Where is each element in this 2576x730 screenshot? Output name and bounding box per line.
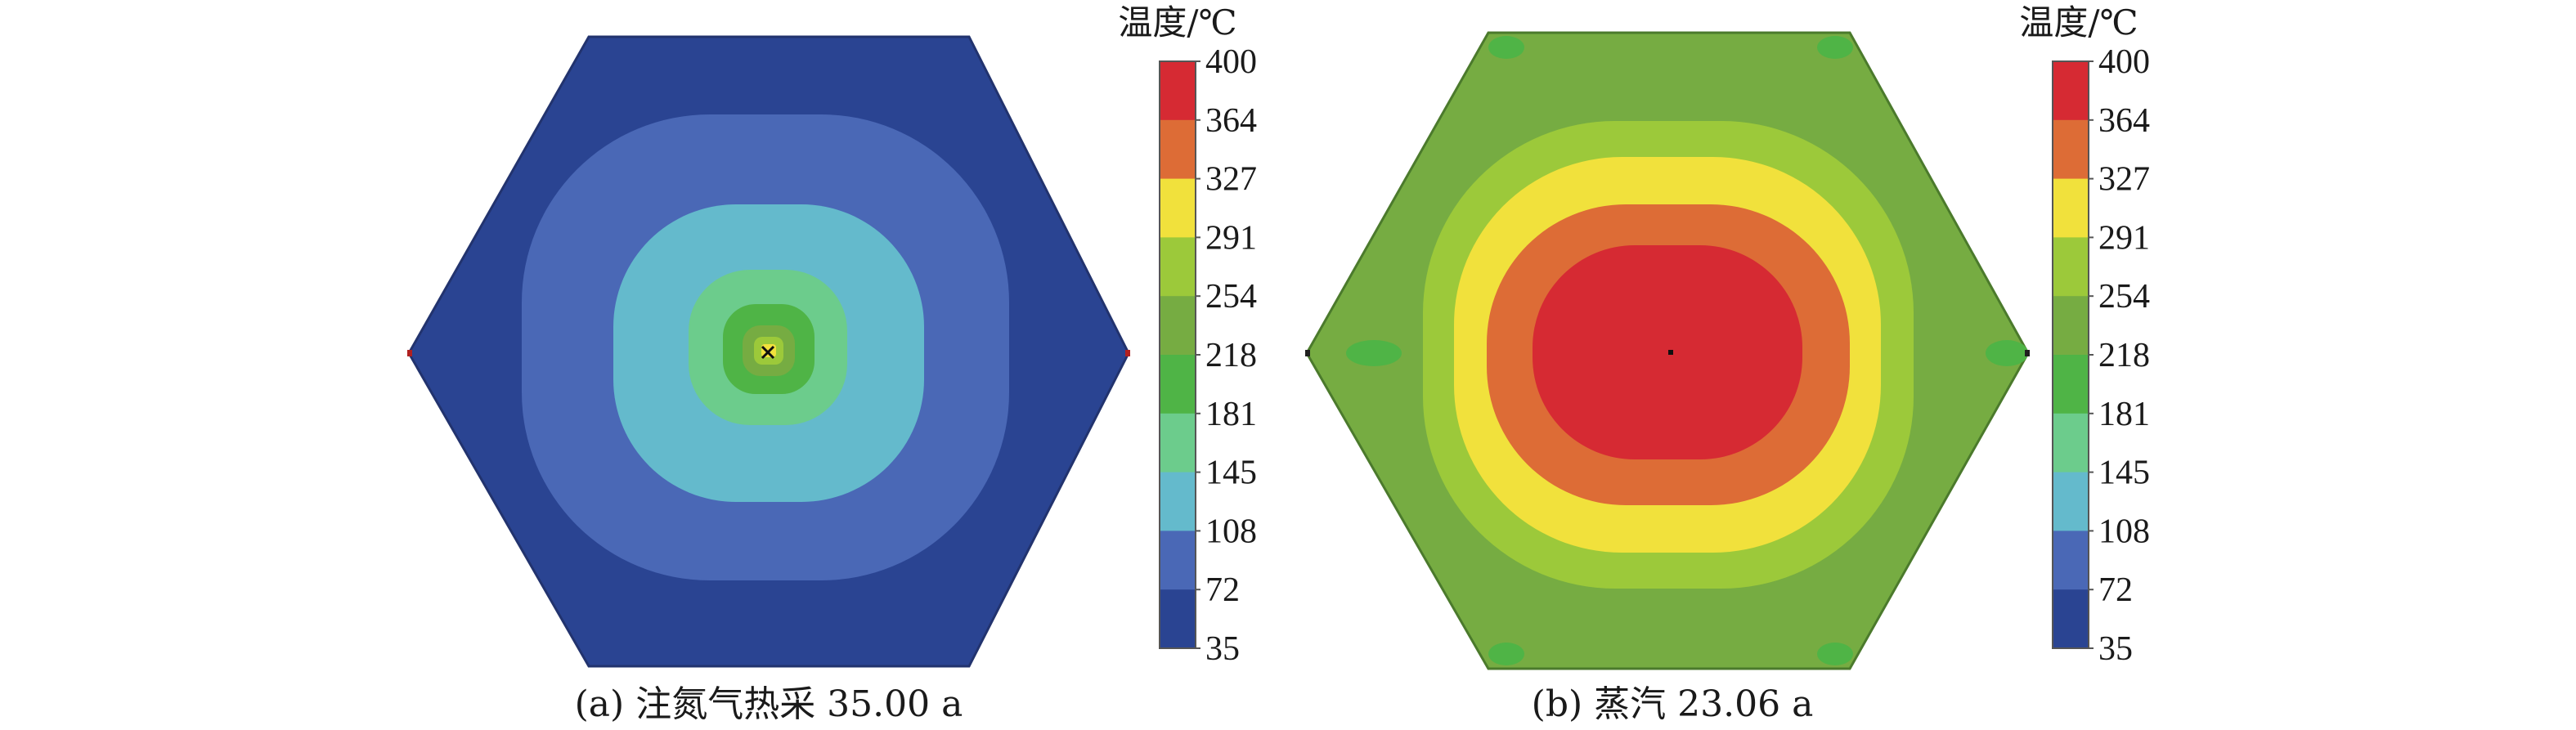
panel-b: (b) 蒸汽 23.06 a <box>1305 31 2030 725</box>
colorbar-title-a: 温度/℃ <box>1118 2 1236 43</box>
colorbar-a-tick-label: 145 <box>1205 455 1257 492</box>
colorbar-b-band-1 <box>2053 61 2089 121</box>
corner-well-marker-b-right <box>2025 350 2030 356</box>
colorbar-b-band-5 <box>2053 296 2089 356</box>
colorbar-a-band-9 <box>1160 531 1196 590</box>
colorbar-title-b: 温度/℃ <box>2019 2 2138 43</box>
colorbar-a-tick-label: 400 <box>1205 43 1257 81</box>
colorbar-a-band-6 <box>1160 355 1196 414</box>
injection-well-marker-a <box>761 345 775 360</box>
colorbar-a-tick-label: 72 <box>1205 571 1240 609</box>
colorbar-b-tick-label: 35 <box>2098 630 2133 668</box>
colorbar-b-tick-label: 181 <box>2098 396 2150 433</box>
corner-well-marker-b-left <box>1305 350 1310 356</box>
colorbar-a-tick-label: 327 <box>1205 161 1257 199</box>
colorbar-b-band-7 <box>2053 413 2089 473</box>
colorbar-b-band-3 <box>2053 178 2089 238</box>
corner-well-marker-a-left <box>407 350 412 356</box>
caption-a: (a) 注氮气热采 35.00 a <box>575 683 963 725</box>
colorbar-a-tick-label: 291 <box>1205 219 1257 257</box>
colorbar-b-band-9 <box>2053 531 2089 590</box>
colorbar-a: 温度/℃ 400 364 327 291 254 218 181 145 108 72 35 <box>1118 2 1257 668</box>
colorbar-a-band-2 <box>1160 119 1196 180</box>
colorbar-b-band-8 <box>2053 472 2089 531</box>
colorbar-b-tick-label: 145 <box>2098 455 2150 492</box>
colorbar-b-band-6 <box>2053 355 2089 414</box>
colorbar-b-tick-label: 108 <box>2098 513 2150 550</box>
colorbar-b-tick-label: 218 <box>2098 337 2150 374</box>
colorbar-a-band-4 <box>1160 237 1196 297</box>
colorbar-a-band-10 <box>1160 589 1196 649</box>
colorbar-a-tick-label: 108 <box>1205 513 1257 550</box>
colorbar-a-band-3 <box>1160 178 1196 238</box>
corner-well-marker-a-right <box>1125 350 1130 356</box>
colorbar-a-band-7 <box>1160 413 1196 473</box>
colorbar-a-band-5 <box>1160 296 1196 356</box>
colorbar-b-tick-label: 254 <box>2098 278 2150 316</box>
colorbar-b-tick-label: 72 <box>2098 571 2133 609</box>
temperature-zone-b-364-400 <box>1533 245 1802 459</box>
colorbar-a-tick-label: 364 <box>1205 102 1257 140</box>
colorbar-a-tick-label: 254 <box>1205 278 1257 316</box>
colorbar-a-band-8 <box>1160 472 1196 531</box>
colorbar-b-band-2 <box>2053 119 2089 180</box>
colorbar-a-tick-label: 218 <box>1205 337 1257 374</box>
colorbar-b-band-4 <box>2053 237 2089 297</box>
corner-well-zones-b <box>1346 36 2028 665</box>
colorbar-b-tick-label: 400 <box>2098 43 2150 81</box>
colorbar-b: 温度/℃ 400 364 327 291 254 218 181 145 108 72 35 <box>2019 2 2150 668</box>
colorbar-a-band-1 <box>1160 61 1196 121</box>
colorbar-b-tick-label: 291 <box>2098 219 2150 257</box>
panel-a: (a) 注氮气热采 35.00 a <box>407 35 1130 725</box>
colorbar-a-tick-label: 181 <box>1205 396 1257 433</box>
injection-well-marker-b <box>1668 350 1673 355</box>
colorbar-b-band-10 <box>2053 589 2089 649</box>
caption-b: (b) 蒸汽 23.06 a <box>1532 683 1814 725</box>
colorbar-b-tick-label: 327 <box>2098 161 2150 199</box>
colorbar-a-tick-label: 35 <box>1205 630 1240 668</box>
colorbar-b-tick-label: 364 <box>2098 102 2150 140</box>
